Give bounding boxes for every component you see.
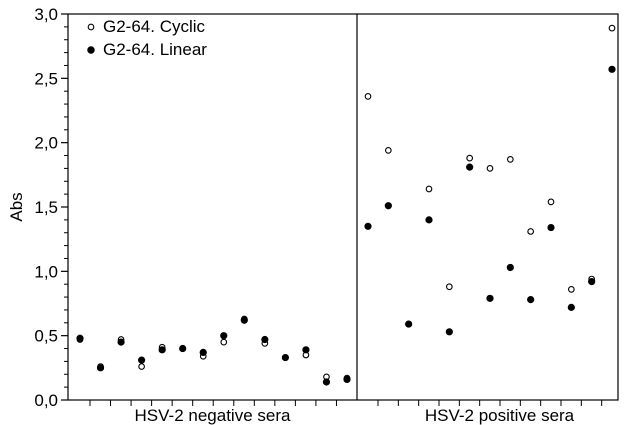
linear-point (364, 222, 372, 230)
plot-border (67, 13, 619, 401)
cyclic-point (608, 24, 616, 32)
y-tick-label: 1,5 (34, 198, 58, 217)
legend: G2-64. Cyclic G2-64. Linear (87, 17, 207, 59)
linear-point (281, 353, 289, 362)
linear-point (527, 296, 535, 304)
linear-point (76, 334, 84, 342)
linear-point (117, 338, 125, 346)
y-tick-label: 0,5 (34, 327, 58, 346)
cyclic-point (567, 285, 575, 293)
group-labels: HSV-2 negative sera HSV-2 positive sera (135, 406, 575, 425)
legend-marker (87, 46, 95, 54)
linear-point (96, 364, 105, 372)
group-label-negative: HSV-2 negative sera (135, 406, 291, 425)
linear-point (302, 346, 310, 354)
linear-point (588, 278, 596, 286)
linear-point (322, 378, 331, 386)
cyclic-point (384, 147, 392, 154)
cyclic-point (547, 198, 555, 206)
cyclic-point (364, 92, 372, 100)
y-axis: 0,0 0,5 1,0 1,5 2,0 2,5 3,0 (34, 5, 68, 410)
cyclic-point (138, 363, 145, 370)
group-label-positive: HSV-2 positive sera (425, 406, 575, 425)
linear-point (261, 335, 269, 344)
x-axis (89, 400, 603, 406)
y-tick-label: 1,0 (34, 262, 58, 281)
linear-point (384, 202, 392, 210)
cyclic-point (527, 228, 535, 235)
cyclic-point (220, 338, 228, 346)
data-points (76, 24, 616, 386)
legend-label: G2-64. Linear (103, 40, 207, 59)
y-tick-label: 2,0 (34, 134, 58, 153)
linear-point (158, 346, 166, 354)
linear-point (567, 303, 575, 311)
linear-point (199, 348, 207, 356)
y-tick-label: 3,0 (34, 5, 58, 24)
cyclic-point (445, 283, 453, 291)
linear-point (220, 332, 228, 340)
linear-point (506, 263, 514, 272)
linear-point (405, 320, 413, 328)
linear-point (445, 328, 453, 336)
y-axis-title: Abs (7, 192, 26, 221)
linear-point (179, 344, 187, 353)
linear-point (486, 294, 494, 302)
linear-point (343, 375, 351, 384)
cyclic-point (425, 185, 433, 193)
linear-point (138, 356, 146, 364)
cyclic-point (506, 156, 514, 163)
cyclic-point (486, 165, 494, 172)
linear-point (425, 216, 433, 224)
y-tick-label: 2,5 (34, 69, 58, 88)
plot-frame (67, 13, 619, 401)
cyclic-point (466, 154, 474, 162)
linear-point (240, 316, 248, 324)
legend-label: G2-64. Cyclic (103, 17, 206, 36)
linear-point (466, 163, 474, 171)
y-tick-label: 0,0 (34, 391, 58, 410)
legend-marker (87, 23, 95, 31)
linear-point (547, 223, 555, 232)
linear-point (608, 65, 616, 73)
